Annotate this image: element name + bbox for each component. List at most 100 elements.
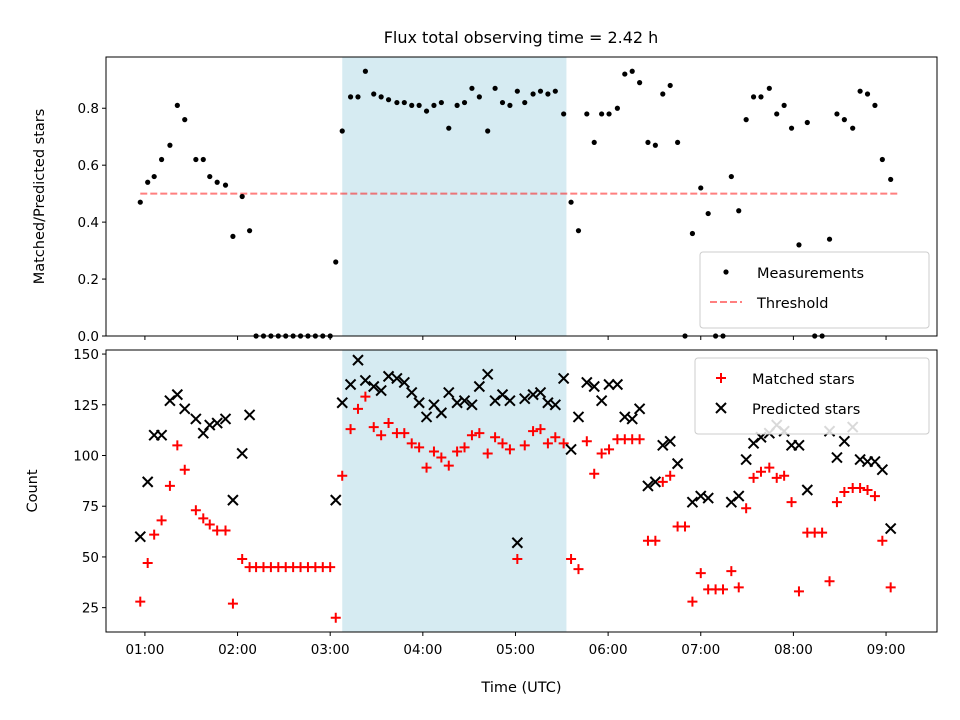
predicted-stars-point: [801, 484, 814, 496]
measurements-point: [575, 228, 582, 234]
matched-stars-point: [680, 521, 691, 532]
matched-stars-point: [558, 438, 569, 449]
y-axis-label: Count: [25, 469, 41, 512]
matched-stars-point: [164, 480, 175, 491]
y-tick-label: 50: [82, 550, 99, 566]
predicted-stars-point: [211, 417, 223, 429]
predicted-stars-point: [557, 372, 570, 385]
predicted-stars-point: [664, 435, 676, 448]
measurements-point: [446, 125, 452, 131]
measurements-point: [888, 176, 894, 183]
legend: Measurements Threshold: [699, 251, 930, 329]
measurements-point: [652, 142, 658, 148]
predicted-stars-point: [171, 388, 184, 401]
measurements-point: [416, 102, 422, 108]
measurements-point: [872, 102, 878, 108]
x-tick-label: 08:00: [774, 642, 813, 658]
matched-stars-point: [695, 568, 706, 579]
x-tick-label: 01:00: [125, 642, 164, 658]
measurements-point: [796, 242, 802, 248]
matched-stars-point: [542, 438, 553, 449]
matched-stars-point: [414, 442, 425, 453]
measurements-point: [230, 233, 236, 239]
measurements-point: [804, 119, 810, 126]
measurements-point: [561, 111, 567, 117]
measurements-point: [454, 102, 460, 108]
predicted-stars-point: [330, 494, 342, 506]
y-tick-label: 0.0: [78, 329, 99, 345]
measurements-point: [222, 182, 229, 188]
measurements-point: [339, 128, 345, 134]
measurements-point: [423, 108, 430, 114]
measurements-point: [736, 208, 742, 214]
y-tick-label: 150: [73, 347, 99, 363]
legend-box: [699, 251, 930, 329]
measurements-point: [606, 111, 612, 117]
predicted-stars-point: [179, 403, 191, 415]
predicted-stars-point: [686, 496, 699, 508]
legend-label: Measurements: [757, 266, 864, 282]
predicted-stars-point: [481, 368, 494, 381]
matched-stars-point: [733, 582, 744, 593]
measurements-point: [137, 199, 143, 205]
matched-stars-point: [764, 462, 775, 473]
matched-stars-point: [596, 448, 607, 459]
predicted-stars-point: [443, 386, 455, 399]
y-tick-label: 125: [73, 398, 99, 414]
measurements-point: [438, 99, 444, 106]
matched-stars-point: [839, 487, 850, 498]
x-tick-label: 05:00: [496, 642, 535, 658]
x-axis-label: Time (UTC): [480, 680, 561, 696]
matched-stars-point: [650, 535, 661, 546]
predicted-stars-point: [141, 476, 154, 488]
measurements-point: [333, 259, 339, 265]
measurements-point: [537, 88, 544, 94]
predicted-stars-point: [793, 439, 805, 452]
predicted-stars-point: [197, 427, 209, 439]
measurements-point: [879, 156, 885, 163]
plot-frame: [105, 349, 938, 633]
matched-stars-point: [406, 438, 417, 449]
matched-stars-point: [779, 470, 790, 481]
legend-measurements-swatch: [723, 269, 729, 275]
matched-stars-point: [142, 558, 153, 569]
predicted-stars-point: [344, 378, 357, 391]
predicted-stars-point: [565, 443, 577, 456]
matched-stars-point: [528, 426, 539, 437]
measurements-point: [850, 125, 856, 131]
predicted-stars-point: [382, 370, 395, 383]
matched-stars-point: [717, 584, 728, 595]
measurements-point: [246, 228, 253, 234]
matched-stars-point: [368, 422, 379, 433]
matched-stars-point: [519, 440, 530, 451]
measurements-point: [499, 99, 506, 106]
measurements-point: [492, 85, 498, 91]
matched-stars-point: [156, 515, 167, 526]
predicted-stars-point: [504, 395, 516, 407]
measurements-point: [485, 128, 491, 134]
matched-stars-point: [466, 430, 477, 441]
measurements-point: [781, 102, 787, 108]
measurements-point: [774, 111, 780, 117]
x-tick-label: 07:00: [681, 642, 720, 658]
measurements-point: [378, 94, 384, 100]
predicted-stars-point: [435, 407, 448, 419]
predicted-stars-point: [831, 451, 843, 464]
predicted-stars-point: [740, 453, 752, 466]
matched-stars-point: [399, 428, 410, 439]
y-tick-label: 0.6: [78, 158, 99, 174]
measurements-point: [591, 139, 597, 146]
measurements-point: [660, 91, 666, 97]
matched-stars-point: [198, 513, 209, 524]
measurements-point: [145, 179, 151, 185]
measurements-point: [385, 97, 392, 103]
y-tick-label: 100: [73, 448, 99, 464]
measurements-point: [151, 173, 157, 180]
matched-stars-point: [581, 436, 592, 447]
predicted-stars-point: [391, 372, 403, 385]
matched-stars-point: [855, 482, 866, 493]
measurements-point: [401, 99, 407, 106]
matched-stars-point: [135, 596, 146, 607]
measurements-point: [174, 102, 180, 108]
legend-predicted-stars-swatch: [715, 402, 727, 414]
